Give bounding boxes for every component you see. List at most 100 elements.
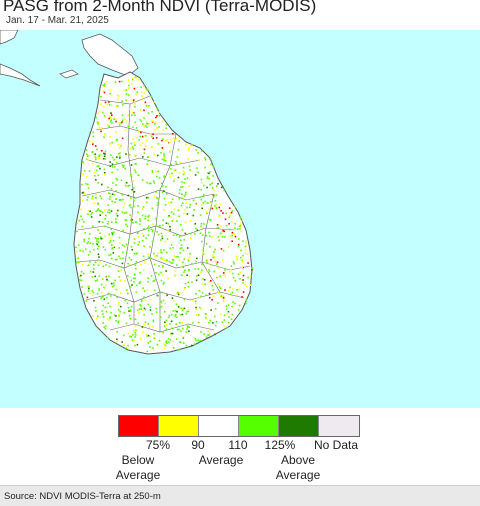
- ndvi-pixel: [182, 342, 185, 344]
- ndvi-pixel: [204, 157, 206, 159]
- ndvi-pixel: [122, 206, 125, 208]
- ndvi-pixel: [165, 159, 167, 162]
- ndvi-pixel: [205, 243, 208, 245]
- ndvi-pixel: [118, 301, 120, 304]
- ndvi-pixel: [114, 288, 117, 291]
- ndvi-pixel: [101, 278, 104, 280]
- ndvi-pixel: [133, 154, 136, 157]
- ndvi-pixel: [115, 198, 118, 200]
- ndvi-pixel: [125, 99, 127, 102]
- ndvi-pixel: [176, 264, 178, 266]
- ndvi-pixel: [135, 253, 138, 255]
- ndvi-pixel: [95, 196, 97, 199]
- ndvi-pixel: [93, 202, 96, 205]
- ndvi-pixel: [210, 280, 212, 282]
- ndvi-pixel: [198, 290, 201, 292]
- ndvi-pixel: [147, 253, 149, 255]
- ndvi-pixel: [135, 136, 138, 139]
- ndvi-pixel: [94, 158, 97, 161]
- legend-tick-75: 75%: [145, 438, 171, 452]
- ndvi-pixel: [156, 127, 159, 130]
- ndvi-pixel: [167, 201, 170, 204]
- ndvi-pixel: [220, 248, 223, 250]
- ndvi-pixel: [80, 271, 83, 273]
- ndvi-pixel: [75, 246, 77, 249]
- ndvi-pixel: [197, 274, 200, 276]
- ndvi-pixel: [162, 138, 164, 140]
- ndvi-pixel: [139, 304, 141, 306]
- ndvi-pixel: [102, 316, 105, 318]
- ndvi-pixel: [152, 319, 155, 322]
- ndvi-pixel: [211, 187, 214, 189]
- ndvi-pixel: [200, 223, 203, 225]
- ndvi-pixel: [184, 232, 187, 235]
- ndvi-pixel: [180, 224, 182, 226]
- ndvi-pixel: [238, 288, 240, 290]
- ndvi-pixel: [127, 292, 129, 295]
- ndvi-pixel: [187, 310, 190, 313]
- ndvi-pixel: [140, 263, 142, 266]
- ndvi-pixel: [97, 174, 100, 177]
- ndvi-pixel: [90, 216, 93, 218]
- ndvi-pixel: [189, 203, 191, 206]
- ndvi-pixel: [99, 210, 101, 212]
- ndvi-pixel: [127, 94, 130, 96]
- ndvi-pixel: [105, 214, 107, 217]
- ndvi-pixel: [244, 245, 247, 248]
- ndvi-pixel: [242, 254, 244, 257]
- ndvi-pixel: [144, 299, 147, 301]
- ndvi-pixel: [210, 309, 212, 311]
- ndvi-pixel: [149, 309, 152, 311]
- ndvi-pixel: [202, 278, 204, 280]
- ndvi-pixel: [133, 191, 136, 193]
- ndvi-pixel: [160, 300, 163, 303]
- ndvi-pixel: [144, 321, 147, 323]
- ndvi-pixel: [185, 202, 188, 204]
- ndvi-pixel: [87, 187, 90, 189]
- ndvi-pixel: [160, 279, 163, 282]
- ndvi-pixel: [102, 295, 104, 298]
- ndvi-pixel: [143, 228, 145, 230]
- ndvi-pixel: [134, 273, 136, 275]
- ndvi-pixel: [112, 239, 115, 242]
- ndvi-pixel: [190, 344, 193, 347]
- ndvi-pixel: [186, 206, 188, 209]
- ndvi-pixel: [163, 175, 165, 177]
- ndvi-pixel: [162, 219, 165, 221]
- ndvi-pixel: [98, 154, 101, 156]
- ndvi-pixel: [171, 327, 173, 329]
- ndvi-pixel: [173, 208, 176, 211]
- ndvi-pixel: [139, 109, 142, 111]
- ndvi-pixel: [229, 286, 231, 289]
- ndvi-pixel: [227, 289, 230, 292]
- ndvi-pixel: [200, 188, 202, 191]
- ndvi-pixel: [103, 91, 106, 94]
- ndvi-pixel: [234, 223, 236, 225]
- ndvi-pixel: [116, 105, 119, 107]
- ndvi-pixel: [247, 276, 249, 279]
- ndvi-pixel: [133, 238, 136, 240]
- ndvi-pixel: [88, 237, 90, 240]
- ndvi-pixel: [171, 313, 173, 316]
- ndvi-pixel: [206, 261, 208, 264]
- ndvi-pixel: [170, 201, 173, 204]
- ndvi-pixel: [115, 105, 117, 107]
- ndvi-pixel: [236, 258, 238, 260]
- ndvi-pixel: [181, 313, 184, 316]
- ndvi-pixel: [176, 310, 178, 313]
- ndvi-pixel: [236, 294, 238, 297]
- ndvi-pixel: [189, 256, 191, 259]
- ndvi-pixel: [188, 147, 190, 150]
- ndvi-pixel: [117, 94, 120, 97]
- ndvi-pixel: [241, 296, 243, 298]
- ndvi-pixel: [117, 321, 119, 324]
- ndvi-pixel: [202, 251, 204, 254]
- ndvi-pixel: [109, 317, 111, 319]
- ndvi-pixel: [228, 316, 230, 318]
- ndvi-pixel: [93, 171, 96, 174]
- ndvi-pixel: [147, 123, 149, 125]
- ndvi-pixel: [115, 139, 118, 142]
- ndvi-pixel: [85, 149, 88, 151]
- ndvi-pixel: [182, 266, 184, 269]
- ndvi-pixel: [202, 226, 204, 229]
